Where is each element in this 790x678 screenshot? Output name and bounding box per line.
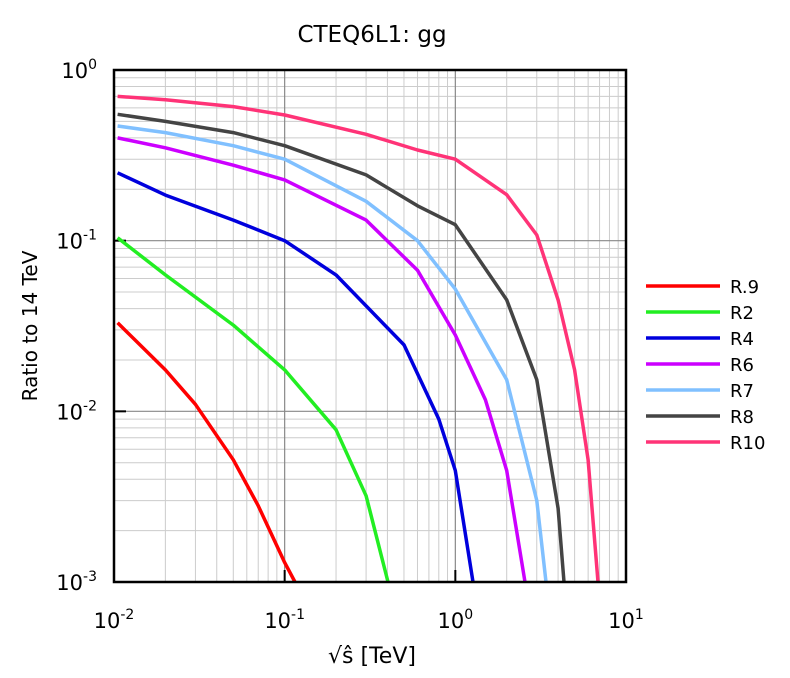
series-line	[117, 112, 566, 583]
legend-label: R10	[730, 433, 765, 454]
legend-label: R2	[730, 303, 754, 324]
tick-base: 10	[56, 400, 83, 424]
tick-base: 10	[56, 230, 83, 254]
tick-label: 100	[61, 57, 97, 83]
series-line	[117, 124, 548, 583]
tick-label: 10-2	[56, 398, 97, 424]
tick-base: 10	[438, 609, 465, 633]
legend-label: R4	[730, 329, 754, 350]
tick-exponent: -2	[83, 398, 97, 414]
tick-base: 10	[61, 59, 88, 83]
x-axis-label: √ŝ [TeV]	[328, 644, 416, 669]
tick-label: 10-3	[56, 569, 97, 595]
tick-exponent: 1	[635, 607, 644, 623]
tick-exponent: 0	[464, 607, 473, 623]
tick-label: 10-1	[264, 607, 305, 633]
tick-label: 10-1	[56, 228, 97, 254]
legend-label: R8	[730, 407, 754, 428]
tick-label: 101	[608, 607, 644, 633]
tick-label: 100	[438, 607, 474, 633]
tick-exponent: -2	[120, 607, 134, 623]
legend-label: R.9	[730, 277, 759, 298]
tick-exponent: -3	[83, 569, 97, 585]
tick-base: 10	[56, 571, 83, 595]
y-axis-label: Ratio to 14 TeV	[18, 250, 42, 401]
series-line	[116, 171, 475, 583]
series-line	[117, 94, 600, 583]
tick-exponent: -1	[291, 607, 305, 623]
series-line	[117, 136, 527, 583]
legend-label: R6	[730, 355, 754, 376]
chart-title: CTEQ6L1: gg	[297, 22, 446, 48]
legend-label: R7	[730, 381, 754, 402]
series-line	[116, 321, 297, 583]
tick-exponent: -1	[83, 228, 97, 244]
tick-label: 10-2	[94, 607, 135, 633]
tick-exponent: 0	[88, 57, 97, 73]
tick-base: 10	[94, 609, 121, 633]
tick-base: 10	[608, 609, 635, 633]
series-line	[116, 236, 390, 583]
plot-frame	[112, 68, 628, 584]
tick-base: 10	[264, 609, 291, 633]
